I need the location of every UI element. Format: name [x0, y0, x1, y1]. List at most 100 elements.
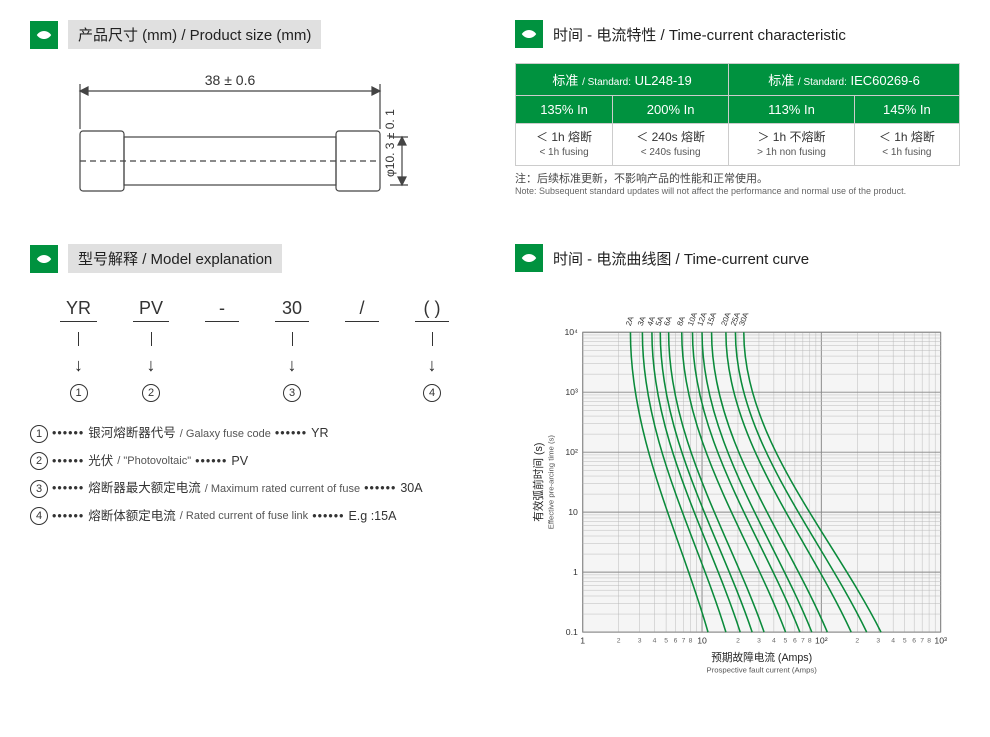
svg-text:Effective pre-arcing time (s): Effective pre-arcing time (s): [547, 435, 556, 530]
svg-text:7: 7: [801, 638, 805, 645]
model-legend-row: 3 •••••• 熔断器最大额定电流 / Maximum rated curre…: [30, 475, 475, 503]
title-en: / Model explanation: [142, 251, 272, 268]
svg-text:10³: 10³: [565, 387, 578, 397]
connector-line: [292, 332, 293, 346]
svg-text:1: 1: [573, 567, 578, 577]
std-header-2: 标准 / Standard: IEC60269-6: [729, 64, 960, 96]
arrow-down-icon: ↓: [74, 356, 83, 374]
section-title: 型号解释 / Model explanation: [68, 244, 282, 273]
svg-text:6: 6: [912, 638, 916, 645]
dots-icon: ••••••: [52, 448, 84, 476]
model-part-text: -: [205, 298, 239, 322]
section-product-size: 产品尺寸 (mm) / Product size (mm) 38 ± 0.6: [30, 20, 475, 224]
circle-number: 4: [423, 384, 441, 402]
dots-icon: ••••••: [195, 448, 227, 476]
svg-text:10²: 10²: [815, 636, 828, 646]
length-label: 38 ± 0.6: [205, 72, 256, 88]
model-part: ( ) ↓ 4: [415, 298, 449, 402]
legend-cn: 熔断体额定电流: [88, 503, 176, 531]
dots-icon: ••••••: [52, 420, 84, 448]
legend-en: / "Photovoltaic": [117, 449, 191, 473]
title-cn: 产品尺寸 (mm): [78, 27, 177, 44]
model-code-row: YR↓1PV↓2-30↓3/( )↓4: [30, 288, 475, 402]
model-part: YR ↓ 1: [60, 298, 97, 402]
legend-val: YR: [311, 420, 328, 448]
brand-badge-icon: [515, 20, 543, 48]
model-part-text: PV: [133, 298, 169, 322]
section-time-current: 时间 - 电流特性 / Time-current characteristic …: [515, 20, 960, 224]
circle-number: 1: [70, 384, 88, 402]
dots-icon: ••••••: [275, 420, 307, 448]
svg-text:0.1: 0.1: [566, 627, 578, 637]
svg-text:15A: 15A: [705, 310, 718, 327]
section-header: 时间 - 电流曲线图 / Time-current curve: [515, 244, 960, 272]
legend-en: / Rated current of fuse link: [180, 504, 308, 528]
arrow-down-icon: ↓: [147, 356, 156, 374]
table-note: 注：后续标准更新，不影响产品的性能和正常使用。 Note: Subsequent…: [515, 172, 960, 198]
svg-text:预期故障电流 (Amps): 预期故障电流 (Amps): [711, 651, 812, 664]
svg-text:有效弧前时间 (s): 有效弧前时间 (s): [532, 443, 545, 522]
svg-text:30A: 30A: [737, 310, 750, 327]
title-cn: 时间 - 电流曲线图: [553, 251, 671, 268]
svg-text:10⁴: 10⁴: [564, 327, 578, 337]
svg-text:3: 3: [757, 638, 761, 645]
model-legend-row: 1 •••••• 银河熔断器代号 / Galaxy fuse code ••••…: [30, 420, 475, 448]
legend-cn: 熔断器最大额定电流: [88, 475, 201, 503]
section-header: 时间 - 电流特性 / Time-current characteristic: [515, 20, 960, 48]
svg-text:4: 4: [891, 638, 895, 645]
section-title: 时间 - 电流特性 / Time-current characteristic: [553, 24, 846, 45]
svg-text:6A: 6A: [662, 314, 674, 327]
title-cn: 时间 - 电流特性: [553, 27, 656, 44]
svg-text:8: 8: [689, 638, 693, 645]
svg-text:4: 4: [653, 638, 657, 645]
circle-number: 2: [30, 452, 48, 470]
brand-badge-icon: [30, 21, 58, 49]
std-header-1: 标准 / Standard: UL248-19: [516, 64, 729, 96]
model-part: /: [345, 298, 379, 322]
model-part-text: ( ): [415, 298, 449, 322]
product-drawing: 38 ± 0.6 φ10. 3 ± 0. 1: [30, 64, 475, 224]
circle-number: 3: [30, 480, 48, 498]
svg-text:10³: 10³: [934, 636, 947, 646]
svg-text:3: 3: [638, 638, 642, 645]
legend-val: PV: [231, 448, 248, 476]
svg-text:8: 8: [808, 638, 812, 645]
svg-text:5: 5: [664, 638, 668, 645]
title-en: / Time-current characteristic: [661, 27, 846, 44]
connector-line: [78, 332, 79, 346]
time-current-table: 标准 / Standard: UL248-19 标准 / Standard: I…: [515, 63, 960, 166]
svg-text:2A: 2A: [624, 314, 636, 327]
section-title: 产品尺寸 (mm) / Product size (mm): [68, 20, 321, 49]
cell-4: ＜ 1h 熔断< 1h fusing: [854, 124, 959, 166]
svg-text:6: 6: [674, 638, 678, 645]
section-model-explanation: 型号解释 / Model explanation YR↓1PV↓2-30↓3/(…: [30, 244, 475, 687]
section-title: 时间 - 电流曲线图 / Time-current curve: [553, 248, 809, 269]
legend-cn: 银河熔断器代号: [88, 420, 176, 448]
title-en: / Time-current curve: [676, 251, 810, 268]
section-time-curve: 时间 - 电流曲线图 / Time-current curve 12345678…: [515, 244, 960, 687]
arrow-down-icon: ↓: [428, 356, 437, 374]
svg-text:7: 7: [920, 638, 924, 645]
model-part: -: [205, 298, 239, 322]
svg-text:2: 2: [617, 638, 621, 645]
legend-en: / Maximum rated current of fuse: [205, 477, 360, 501]
diameter-label: φ10. 3 ± 0. 1: [383, 109, 397, 177]
circle-number: 4: [30, 507, 48, 525]
section-header: 型号解释 / Model explanation: [30, 244, 475, 273]
cell-1: ＜ 1h 熔断< 1h fusing: [516, 124, 613, 166]
dots-icon: ••••••: [52, 475, 84, 503]
legend-cn: 光伏: [88, 448, 113, 476]
connector-line: [432, 332, 433, 346]
svg-text:10: 10: [568, 507, 578, 517]
section-header: 产品尺寸 (mm) / Product size (mm): [30, 20, 475, 49]
brand-badge-icon: [30, 245, 58, 273]
svg-text:7: 7: [682, 638, 686, 645]
svg-text:8: 8: [927, 638, 931, 645]
svg-text:4: 4: [772, 638, 776, 645]
dots-icon: ••••••: [364, 475, 396, 503]
model-legend-row: 4 •••••• 熔断体额定电流 / Rated current of fuse…: [30, 503, 475, 531]
arrow-down-icon: ↓: [288, 356, 297, 374]
time-current-chart: 1234567810234567810²234567810³0.111010²1…: [515, 287, 960, 687]
pct-2: 200% In: [613, 96, 729, 124]
model-part-text: YR: [60, 298, 97, 322]
